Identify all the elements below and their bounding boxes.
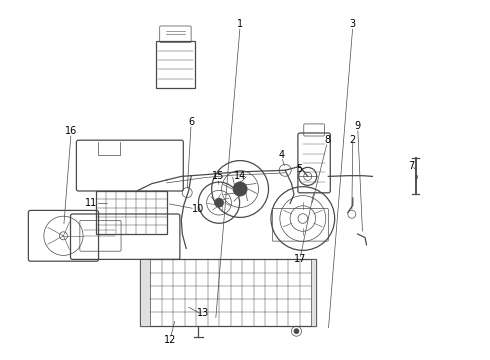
Text: 9: 9 xyxy=(355,121,361,131)
Circle shape xyxy=(215,198,223,207)
Text: 12: 12 xyxy=(164,335,177,345)
Text: 16: 16 xyxy=(65,126,77,136)
Text: 13: 13 xyxy=(197,308,210,318)
Bar xyxy=(140,259,150,326)
Text: 1: 1 xyxy=(237,19,243,30)
Text: 8: 8 xyxy=(324,135,330,145)
Bar xyxy=(311,259,316,326)
Bar xyxy=(96,191,167,234)
Bar xyxy=(156,41,195,88)
Text: 4: 4 xyxy=(279,150,285,160)
Text: 3: 3 xyxy=(350,19,356,30)
Bar xyxy=(140,259,316,326)
Text: 10: 10 xyxy=(193,204,205,214)
Circle shape xyxy=(294,329,299,334)
Text: 15: 15 xyxy=(212,171,224,181)
Text: 5: 5 xyxy=(296,164,302,174)
Text: 6: 6 xyxy=(188,117,194,127)
Text: 11: 11 xyxy=(85,198,97,208)
Text: 7: 7 xyxy=(409,161,415,171)
Text: 17: 17 xyxy=(294,254,306,264)
Text: 2: 2 xyxy=(350,135,356,145)
Text: 14: 14 xyxy=(234,171,246,181)
Circle shape xyxy=(233,182,247,196)
